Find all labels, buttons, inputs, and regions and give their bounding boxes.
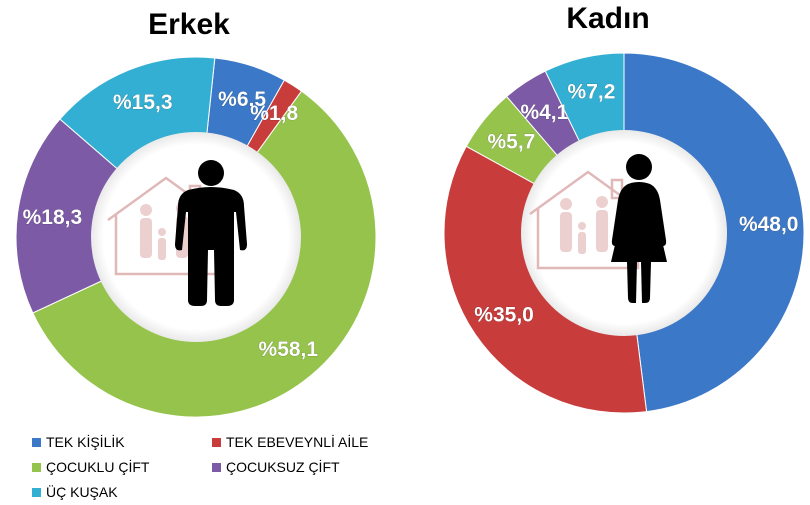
kadin-donut-chart: Kadın %48,0 %35,0 %5,7 %4,1%7,2 [443,2,805,414]
erkek-chart-title: Erkek [148,8,230,41]
erkek-label-2: %58,1 [259,338,319,361]
erkek-label-3: %18,3 [23,206,83,229]
legend-label: ÇOCUKLU ÇİFT [46,459,150,475]
legend-swatch [32,487,41,497]
kadin-labels: %48,0 %35,0 %5,7 %4,1%7,2 [474,80,799,327]
erkek-slices [15,56,377,418]
kadin-label-4: %7,2 [568,81,616,104]
legend-item: ÜÇ KUŞAK [32,484,118,500]
legend-item: ÇOCUKSUZ ÇİFT [212,459,340,475]
legend-swatch [212,462,221,472]
legend-item: TEK KİŞİLİK [32,434,125,450]
erkek-label-4: %15,3 [113,91,173,114]
legend-swatch [32,462,41,472]
legend-item: TEK EBEVEYNLİ AİLE [212,434,368,450]
kadin-chart-title: Kadın [566,2,649,35]
legend-swatch [32,437,41,447]
kadin-label-1: %35,0 [474,304,534,327]
legend-label: ÇOCUKSUZ ÇİFT [226,459,340,475]
erkek-label-1: %1,8 [250,102,298,125]
legend-label: TEK EBEVEYNLİ AİLE [226,434,369,450]
man-silhouette-icon [175,160,247,306]
kadin-slices [443,52,805,414]
legend-label: TEK KİŞİLİK [46,434,125,450]
legend-item: ÇOCUKLU ÇİFT [32,459,149,475]
erkek-label-0: %6,5 [218,88,266,111]
erkek-donut-chart: Erkek %6,5%1,8 %58,1 %18,3 %15,3 [15,8,377,418]
kadin-label-2: %5,7 [487,131,535,154]
legend-label: ÜÇ KUŞAK [46,484,118,500]
kadin-label-0: %48,0 [739,213,799,236]
woman-silhouette-icon [611,154,667,303]
erkek-labels: %6,5%1,8 %58,1 %18,3 %15,3 [22,88,319,362]
legend-swatch [212,437,221,447]
kadin-label-3: %4,1 [520,101,568,124]
